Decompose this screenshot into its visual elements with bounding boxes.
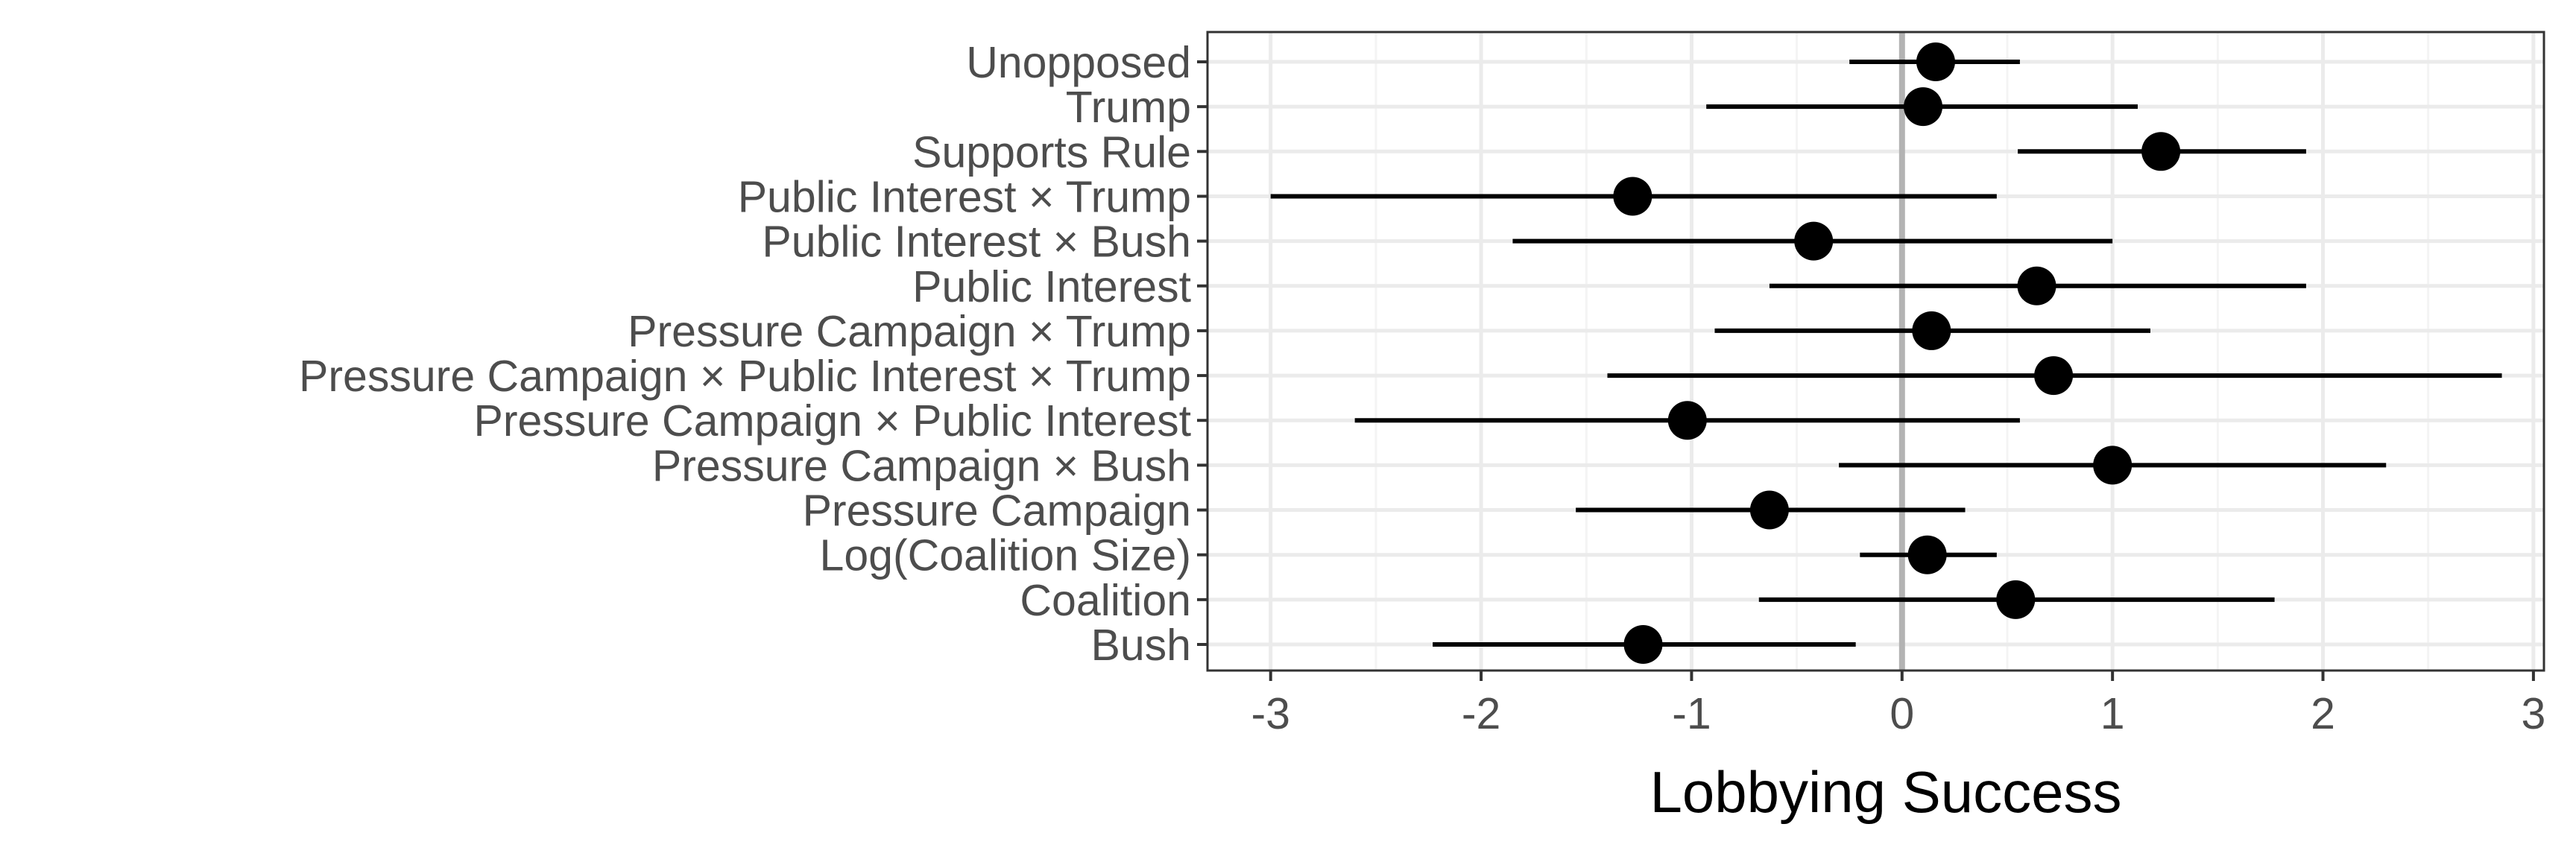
- point-estimate: [1613, 177, 1652, 216]
- point-estimate: [1794, 221, 1834, 261]
- marks-layer: [1270, 42, 2502, 664]
- y-tick-label: Pressure Campaign × Bush: [652, 441, 1191, 490]
- panel-border: [1206, 31, 2545, 672]
- grid-layer: [1208, 32, 2544, 671]
- x-tick-label: -2: [1462, 689, 1500, 738]
- y-tick-label: Pressure Campaign × Public Interest: [474, 396, 1192, 446]
- point-estimate: [1749, 490, 1789, 530]
- y-tick-label: Trump: [1066, 83, 1191, 132]
- y-tick-label: Public Interest: [912, 262, 1191, 311]
- point-estimate: [1916, 42, 1955, 81]
- point-estimate: [2141, 132, 2181, 171]
- y-tick-label: Public Interest × Bush: [762, 218, 1191, 267]
- x-tick-label: 0: [1890, 689, 1914, 738]
- y-tick-label: Public Interest × Trump: [738, 172, 1191, 221]
- point-estimate: [1667, 401, 1707, 440]
- y-tick-label: Supports Rule: [912, 127, 1191, 177]
- x-tick-label: 2: [2311, 689, 2335, 738]
- y-tick-label: Pressure Campaign × Trump: [628, 307, 1191, 356]
- x-tick-label: -1: [1672, 689, 1711, 738]
- y-tick-label: Coalition: [1020, 576, 1191, 625]
- x-axis-title: Lobbying Success: [1650, 759, 2121, 825]
- point-estimate: [1907, 535, 1947, 574]
- y-tick-label: Unopposed: [966, 38, 1191, 87]
- point-estimate: [2093, 446, 2133, 485]
- point-estimate: [1912, 311, 1951, 350]
- point-estimate: [1904, 87, 1943, 127]
- point-estimate: [1623, 625, 1663, 664]
- plot-panel: [1208, 32, 2544, 671]
- x-tick-label: 3: [2521, 689, 2545, 738]
- point-estimate: [1996, 580, 2036, 619]
- y-tick-label: Pressure Campaign × Public Interest × Tr…: [299, 352, 1191, 401]
- x-tick-label: 1: [2100, 689, 2125, 738]
- point-estimate: [2034, 356, 2074, 396]
- x-tick-label: -3: [1251, 689, 1289, 738]
- y-tick-label: Log(Coalition Size): [820, 531, 1191, 580]
- y-tick-label: Pressure Campaign: [803, 487, 1191, 536]
- y-tick-label: Bush: [1091, 621, 1191, 670]
- point-estimate: [2017, 266, 2056, 305]
